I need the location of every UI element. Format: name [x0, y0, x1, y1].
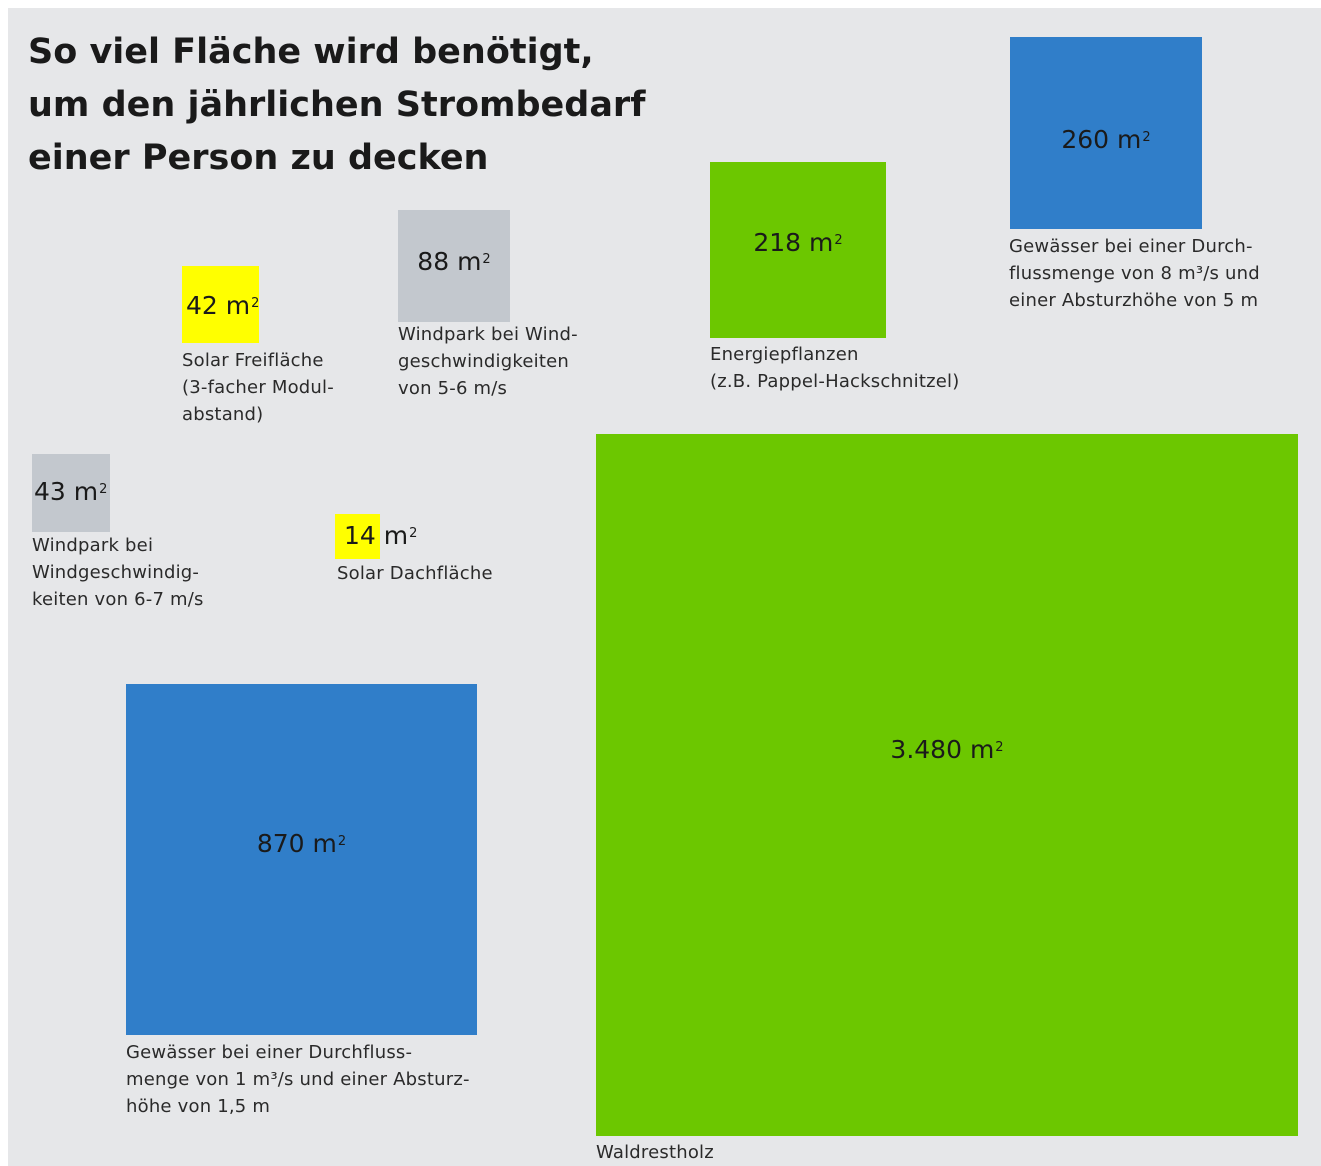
area-square-870 [126, 684, 477, 1035]
caption-260: Gewässer bei einer Durch-flussmenge von … [1009, 233, 1260, 314]
caption-218: Energiepflanzen (z.B. Pappel-Hackschnitze… [710, 341, 959, 395]
value-unit: m [383, 521, 409, 550]
caption-line: abstand) [182, 404, 264, 425]
value-number: 43 [34, 477, 74, 506]
value-label-88: 88 m2 [417, 247, 490, 277]
value-label-42: 42 m2 [186, 291, 259, 321]
value-unit: m [969, 735, 995, 764]
caption-line: Gewässer bei einer Durchfluss- [126, 1042, 413, 1063]
value-unit: m [312, 829, 337, 858]
caption-line: geschwindigkeiten [398, 351, 569, 372]
title-line-2: um den jährlichen Strombedarf [28, 85, 646, 125]
value-number: 42 [186, 291, 226, 320]
caption-43: Windpark bei Windgeschwindig-keiten von 6… [32, 532, 204, 613]
caption-line: Gewässer bei einer Durch- [1009, 236, 1253, 257]
caption-line: Windpark bei Wind- [398, 324, 578, 345]
caption-line: von 5-6 m/s [398, 378, 508, 399]
caption-line: flussmenge von 8 m³/s und [1009, 263, 1260, 284]
value-number: 260 [1061, 125, 1118, 154]
value-unit-exponent: 2 [834, 233, 843, 248]
value-unit-exponent: 2 [409, 526, 418, 541]
caption-line: Windpark bei [32, 535, 154, 556]
caption-line: Solar Dachfläche [337, 563, 493, 584]
value-label-14: 14 m2 [344, 521, 417, 551]
caption-870: Gewässer bei einer Durchfluss-menge von … [126, 1039, 470, 1120]
value-unit-exponent: 2 [99, 482, 108, 497]
value-label-218: 218 m2 [753, 228, 842, 258]
value-unit-exponent: 2 [251, 296, 260, 311]
caption-line: Energiepflanzen [710, 344, 859, 365]
caption-14: Solar Dachfläche [337, 560, 493, 587]
value-unit-exponent: 2 [1142, 130, 1151, 145]
title-line-1: So viel Fläche wird benötigt, [28, 32, 594, 72]
value-unit: m [1117, 125, 1142, 154]
caption-42: Solar Freifläche (3-facher Modul-abstand) [182, 347, 334, 428]
value-number: 14 [344, 521, 384, 550]
value-label-260: 260 m2 [1061, 125, 1150, 155]
area-square-218 [710, 162, 886, 338]
value-unit: m [225, 291, 251, 320]
value-unit: m [457, 247, 482, 276]
caption-line: höhe von 1,5 m [126, 1096, 271, 1117]
caption-line: Solar Freifläche [182, 350, 324, 371]
area-square-3480 [596, 434, 1298, 1136]
value-number: 3.480 [890, 735, 970, 764]
caption-line: (z.B. Pappel-Hackschnitzel) [710, 371, 960, 392]
area-square-88 [398, 210, 510, 322]
caption-line: Waldrestholz [596, 1142, 714, 1163]
value-unit-exponent: 2 [482, 252, 491, 267]
value-unit: m [73, 477, 99, 506]
area-square-42 [182, 266, 259, 343]
caption-line: menge von 1 m³/s und einer Absturz- [126, 1069, 470, 1090]
area-square-14 [335, 514, 380, 559]
area-square-43 [32, 454, 110, 532]
caption-88: Windpark bei Wind-geschwindigkeiten von 5… [398, 321, 578, 402]
caption-line: keiten von 6-7 m/s [32, 589, 204, 610]
area-square-260 [1010, 37, 1202, 229]
value-number: 88 [417, 247, 458, 276]
value-unit-exponent: 2 [337, 834, 347, 849]
value-unit: m [809, 228, 834, 257]
chart-title: So viel Fläche wird benötigt, um den jäh… [28, 26, 668, 185]
value-unit-exponent: 2 [995, 740, 1004, 755]
title-line-3: einer Person zu decken [28, 138, 489, 178]
value-label-43: 43 m2 [34, 477, 107, 507]
value-number: 218 [753, 228, 810, 257]
caption-line: einer Absturzhöhe von 5 m [1009, 290, 1259, 311]
caption-3480: Waldrestholz [596, 1139, 714, 1166]
value-number: 870 [256, 829, 313, 858]
caption-line: Windgeschwindig- [32, 562, 200, 583]
value-label-870: 870 m2 [257, 829, 346, 859]
caption-line: (3-facher Modul- [182, 377, 334, 398]
value-label-3480: 3.480 m2 [890, 735, 1003, 765]
